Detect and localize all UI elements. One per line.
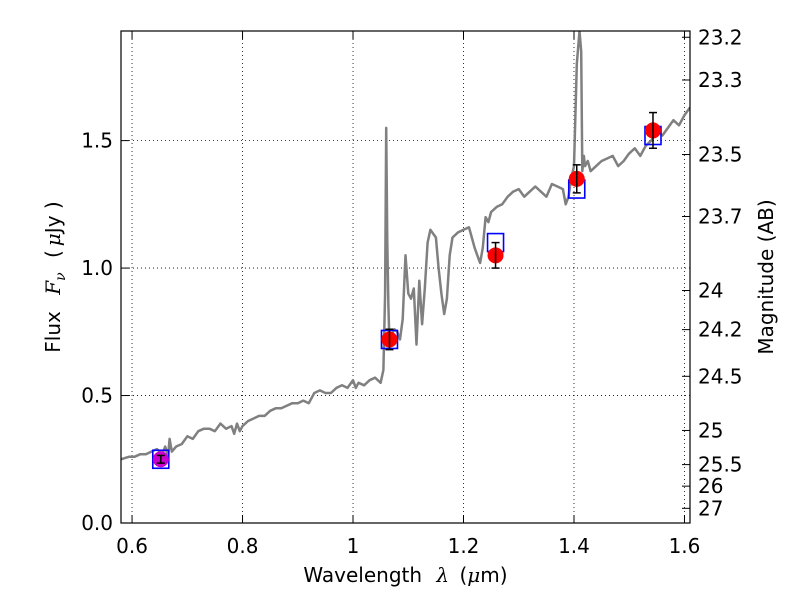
y-tick-label: 1.0	[81, 256, 113, 280]
x-tick-label: 1.2	[448, 534, 480, 558]
series-layer	[121, 31, 690, 461]
right-tick-label: 26	[698, 474, 723, 498]
right-tick-label: 23.2	[698, 25, 743, 49]
right-tick-label: 24.2	[698, 318, 743, 342]
x-tick-label: 1.6	[669, 534, 701, 558]
tick-labels: 0.6 0.8 1 1.2 1.4 1.6 0.0 0.5 1.0 1.5 23.2 23.3 23.5…	[81, 25, 742, 558]
y-axis-title: Flux Fν (μJy )	[41, 201, 70, 352]
x-tick-label: 1.4	[558, 534, 590, 558]
y-tick-label: 1.5	[81, 129, 113, 153]
right-tick-label: 24.5	[698, 364, 743, 388]
x-axis-title: Wavelength λ (μm)	[303, 563, 507, 587]
right-tick-label: 23.7	[698, 205, 743, 229]
y-tick-label: 0.5	[81, 384, 113, 408]
right-axis-title: Magnitude (AB)	[754, 199, 778, 354]
right-tick-label: 25	[698, 418, 723, 442]
right-tick-label: 24	[698, 279, 723, 303]
right-tick-label: 25.5	[698, 453, 743, 477]
ticks	[121, 31, 690, 524]
x-tick-label: 1	[347, 534, 360, 558]
spectrum-line	[121, 31, 690, 461]
right-tick-label: 23.5	[698, 143, 743, 167]
x-tick-label: 0.6	[116, 534, 148, 558]
right-tick-label: 23.3	[698, 68, 743, 92]
right-tick-label: 27	[698, 496, 723, 520]
plot-frame	[120, 30, 691, 524]
y-tick-label: 0.0	[81, 511, 113, 535]
markers-layer	[151, 111, 662, 470]
x-tick-label: 0.8	[227, 534, 259, 558]
